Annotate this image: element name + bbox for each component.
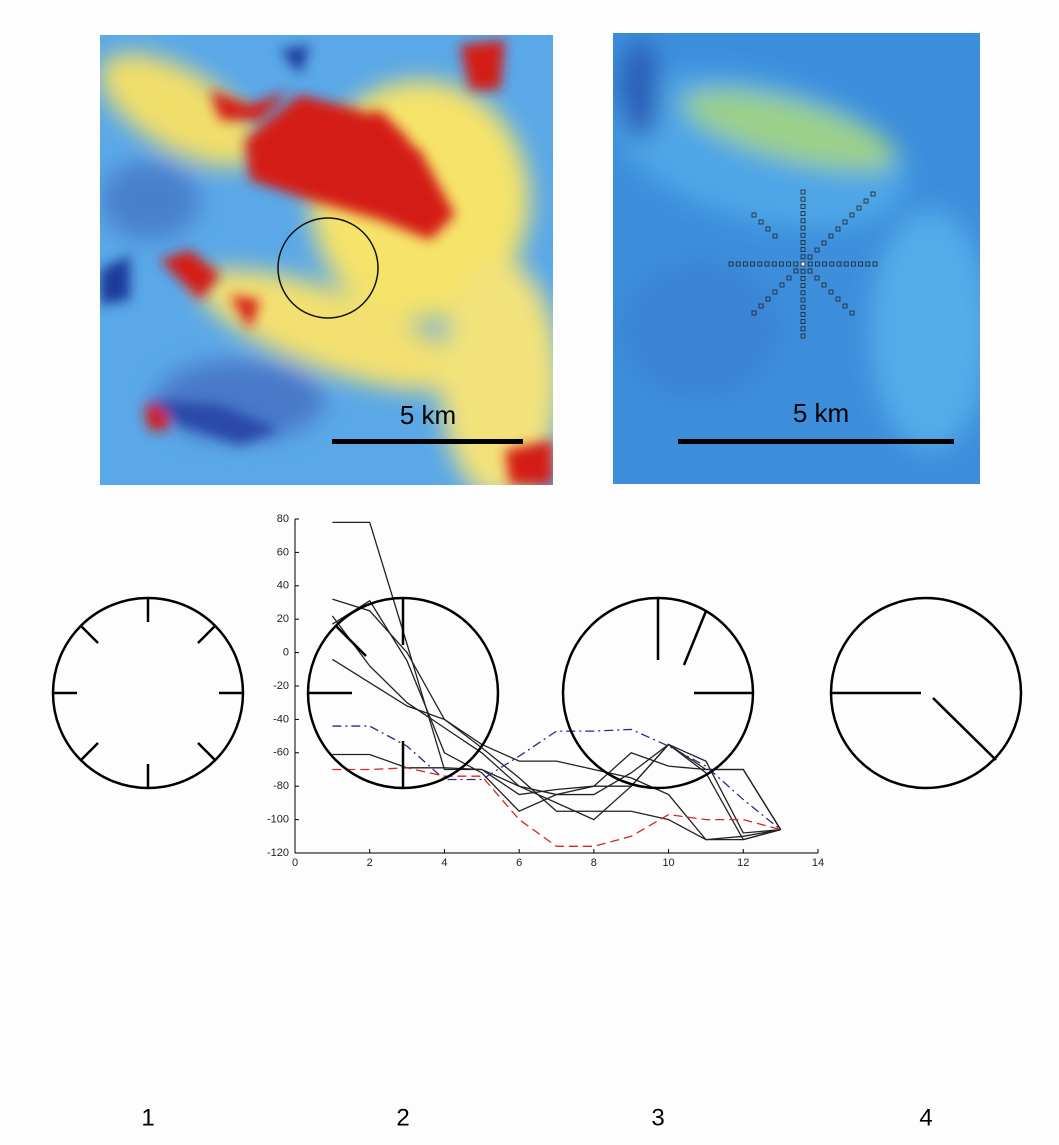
map-left <box>82 30 560 500</box>
dials <box>53 598 1021 788</box>
series-line <box>332 768 780 846</box>
series-line <box>332 726 780 830</box>
scale-label: 5 km <box>793 398 849 428</box>
y-tick-label: -40 <box>273 713 289 725</box>
x-tick-label: 4 <box>441 857 447 869</box>
sample-point <box>801 262 805 266</box>
x-tick-label: 0 <box>292 857 298 869</box>
y-tick-label: 0 <box>283 647 289 659</box>
series-line <box>332 659 780 839</box>
dial-label: 2 <box>396 1104 409 1131</box>
x-tick-label: 6 <box>516 857 522 869</box>
y-tick-label: -20 <box>273 680 289 692</box>
dial-label: 3 <box>651 1104 664 1131</box>
y-tick-label: -120 <box>267 847 289 859</box>
y-tick-label: 20 <box>277 613 289 625</box>
x-tick-label: 8 <box>591 857 597 869</box>
series-line <box>332 601 780 840</box>
dial-label: 4 <box>919 1104 932 1131</box>
y-tick-label: 80 <box>277 513 289 525</box>
x-tick-label: 12 <box>737 857 749 869</box>
x-tick-label: 10 <box>662 857 674 869</box>
x-tick-label: 14 <box>812 857 824 869</box>
series-line <box>332 522 780 829</box>
x-tick-label: 2 <box>367 857 373 869</box>
y-tick-label: -100 <box>267 814 289 826</box>
y-tick-label: 60 <box>277 546 289 558</box>
y-tick-label: -60 <box>273 747 289 759</box>
y-tick-label: 40 <box>277 580 289 592</box>
figure: 5 km 5 km -120 -100 -80 -60 -40 -20 0 20 40 60 80 0… <box>0 0 1059 1140</box>
dial-label: 1 <box>141 1104 154 1131</box>
line-chart: -120 -100 -80 -60 -40 -20 0 20 40 60 80 0 2 4 6 8 10 12 14 <box>267 513 824 869</box>
y-tick-label: -80 <box>273 780 289 792</box>
scale-label: 5 km <box>400 400 456 430</box>
series-line <box>332 753 780 830</box>
